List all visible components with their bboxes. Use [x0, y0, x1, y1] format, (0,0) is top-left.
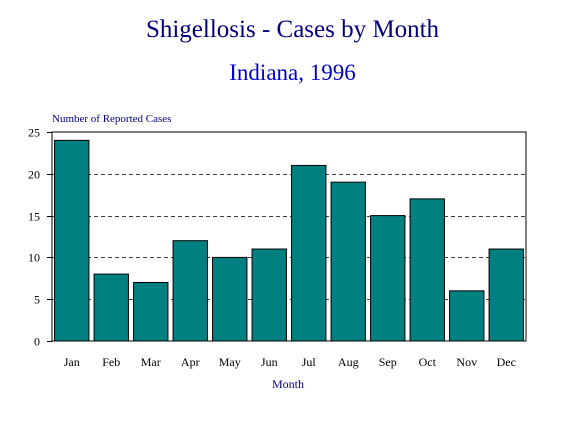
x-tick-label: Apr: [181, 355, 200, 369]
bar-jul: [291, 164, 327, 342]
y-tick-label: 5: [34, 293, 40, 307]
bar-nov: [449, 290, 485, 342]
y-tick-label: 25: [28, 126, 40, 140]
y-axis-label: Number of Reported Cases: [52, 113, 172, 125]
axes: [47, 131, 527, 342]
x-tick-label: Jun: [261, 355, 278, 369]
bar-aug: [330, 181, 366, 342]
bar-jan: [54, 139, 90, 342]
bars: [54, 139, 524, 342]
x-tick-label: Aug: [338, 355, 359, 369]
bar-jun: [251, 248, 287, 342]
grid-lines: [52, 174, 526, 300]
y-tick-labels: 0 5 10 15 20 25: [28, 126, 40, 349]
plot-frame: [51, 131, 527, 342]
x-tick-label: Sep: [379, 355, 397, 369]
x-tick-label: Feb: [102, 355, 120, 369]
bar-dec: [488, 248, 524, 342]
x-tick-label: Jul: [302, 355, 317, 369]
bar-may: [212, 256, 248, 342]
x-tick-label: Dec: [497, 355, 516, 369]
x-tick-label: Oct: [419, 355, 437, 369]
chart-subtitle: Indiana, 1996: [229, 60, 356, 85]
x-tick-label: Nov: [456, 355, 477, 369]
bar-sep: [370, 215, 406, 342]
y-tick-label: 15: [28, 210, 40, 224]
y-tick-label: 10: [28, 251, 40, 265]
x-axis-label: Month: [271, 377, 304, 391]
bar-mar: [133, 281, 169, 342]
x-tick-label: May: [219, 355, 241, 369]
x-tick-labels: Jan Feb Mar Apr May Jun Jul Aug Sep Oct Nov Dec: [64, 355, 516, 369]
y-tick-label: 20: [28, 168, 40, 182]
bar-feb: [93, 273, 129, 342]
bar-apr: [172, 240, 208, 342]
y-tick-label: 0: [34, 335, 40, 349]
x-tick-label: Jan: [64, 355, 80, 369]
bar-oct: [409, 198, 445, 342]
x-tick-label: Mar: [141, 355, 161, 369]
chart-title: Shigellosis - Cases by Month: [145, 16, 440, 43]
